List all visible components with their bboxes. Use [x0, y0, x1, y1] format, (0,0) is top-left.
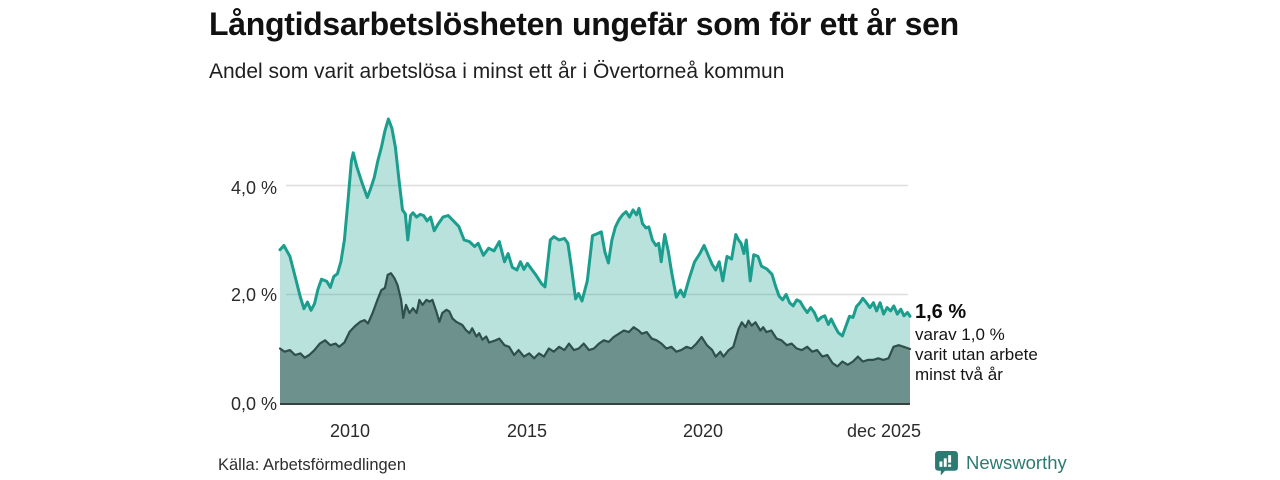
series-areas: [280, 119, 910, 404]
x-tick-dec-2025: dec 2025: [846, 421, 922, 441]
x-tick-2020: 2020: [682, 421, 724, 441]
brand-name: Newsworthy: [966, 452, 1067, 473]
logo-bar-medium: [943, 458, 947, 467]
y-tick-0: 0,0 %: [230, 394, 277, 414]
annotation-value: 1,6 %: [915, 301, 967, 323]
newsworthy-logo-icon: [935, 451, 958, 476]
x-tick-2015: 2015: [506, 421, 548, 441]
logo-exclamation-bar: [948, 455, 952, 463]
annotation-line: varit utan arbete: [915, 344, 1038, 364]
y-tick-2: 2,0 %: [230, 285, 277, 305]
logo-bar-small: [939, 461, 943, 467]
chart-title: Långtidsarbetslösheten ungefär som för e…: [209, 6, 959, 42]
series-lines: [278, 117, 912, 368]
last-value-annotation: 1,6 % varav 1,0 % varit utan arbete mins…: [915, 301, 1075, 384]
annotation-line: minst två år: [915, 364, 1003, 384]
y-tick-4: 4,0 %: [230, 178, 277, 198]
logo-exclamation-dot: [948, 464, 952, 467]
source-credit: Källa: Arbetsförmedlingen: [218, 456, 407, 474]
newsworthy-brand: Newsworthy: [934, 450, 1067, 476]
chart-subtitle: Andel som varit arbetslösa i minst ett å…: [209, 60, 785, 83]
x-tick-2010: 2010: [329, 421, 371, 441]
annotation-line: varav 1,0 %: [915, 325, 1005, 345]
